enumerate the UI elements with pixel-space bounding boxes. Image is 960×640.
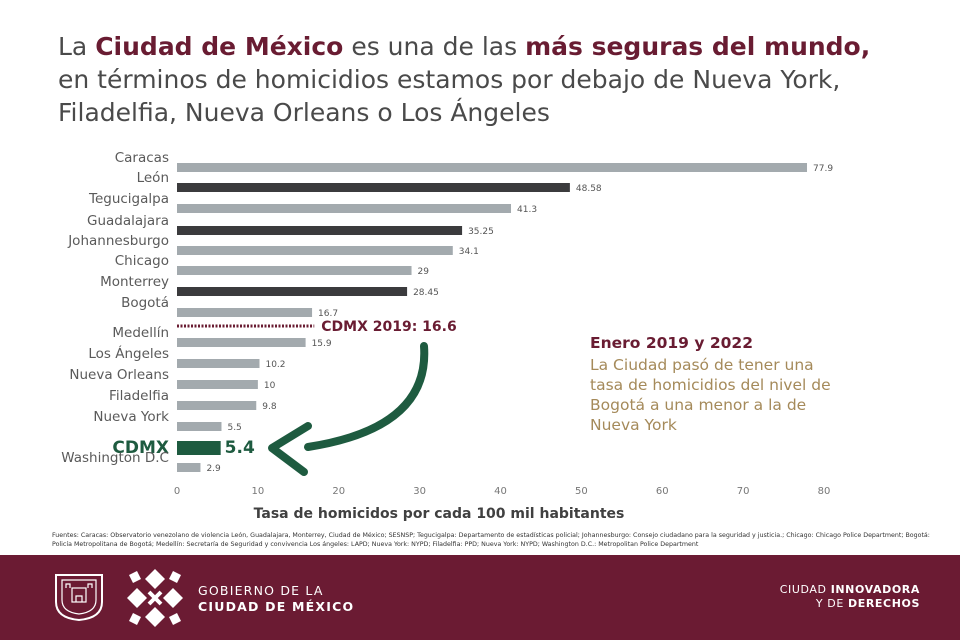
category-label: CDMX bbox=[112, 438, 169, 458]
title-bold-city: Ciudad de México bbox=[95, 32, 344, 61]
x-tick-label: 0 bbox=[174, 486, 180, 497]
gov-line-2: CIUDAD DE MÉXICO bbox=[198, 599, 355, 614]
value-label: 77.9 bbox=[813, 164, 833, 174]
title-text-2: es una de las bbox=[343, 32, 526, 61]
category-label: Guadalajara bbox=[87, 213, 169, 229]
value-label: 34.1 bbox=[459, 247, 479, 257]
x-tick-label: 70 bbox=[737, 486, 750, 497]
reference-line-label: CDMX 2019: 16.6 bbox=[321, 319, 456, 335]
cdmx-emblem-icon bbox=[127, 569, 183, 627]
annotation-title: Enero 2019 y 2022 bbox=[590, 334, 753, 352]
category-label: Los Ángeles bbox=[88, 345, 169, 362]
category-label: Nueva Orleans bbox=[69, 367, 169, 383]
annotation-body: La Ciudad pasó de tener una tasa de homi… bbox=[590, 355, 890, 435]
bar bbox=[177, 226, 463, 235]
value-label: 48.58 bbox=[576, 184, 602, 194]
annotation-line: tasa de homicidios del nivel de bbox=[590, 376, 831, 394]
x-tick-label: 80 bbox=[818, 486, 831, 497]
slogan-bold-1: INNOVADORA bbox=[830, 583, 920, 596]
category-label: León bbox=[137, 170, 169, 186]
footer-bar: GOBIERNO DE LA CIUDAD DE MÉXICO CIUDAD I… bbox=[0, 555, 960, 640]
x-tick-label: 50 bbox=[575, 486, 588, 497]
government-name: GOBIERNO DE LA CIUDAD DE MÉXICO bbox=[198, 583, 354, 615]
x-tick-label: 20 bbox=[332, 486, 345, 497]
homicide-rate-chart: Caracas 77.9 León 48.58 Tegucigalpa 41.3 Guada… bbox=[61, 150, 833, 522]
bar bbox=[177, 338, 306, 347]
category-label: Bogotá bbox=[121, 295, 169, 311]
bar bbox=[177, 266, 412, 275]
annotation-line: Nueva York bbox=[590, 416, 677, 434]
slogan-regular-2: Y DE bbox=[815, 597, 849, 610]
annotation-box: Enero 2019 y 2022 La Ciudad pasó de tene… bbox=[590, 333, 890, 435]
slogan-regular-1: CIUDAD bbox=[779, 583, 831, 596]
value-label: 5.4 bbox=[225, 438, 255, 458]
category-label: Monterrey bbox=[100, 274, 169, 290]
category-label: Tegucigalpa bbox=[88, 191, 169, 207]
bar bbox=[177, 287, 408, 296]
bar bbox=[177, 204, 512, 213]
slogan-bold-2: DERECHOS bbox=[848, 597, 920, 610]
x-tick-label: 30 bbox=[413, 486, 426, 497]
value-label: 2.9 bbox=[206, 464, 221, 474]
category-label: Johannesburgo bbox=[67, 233, 169, 249]
arrow-head-icon bbox=[268, 422, 312, 476]
category-label: Washington D.C bbox=[61, 450, 169, 466]
page-title: La Ciudad de México es una de las más se… bbox=[58, 30, 938, 129]
title-line-3: Filadelfia, Nueva Orleans o Los Ángeles bbox=[58, 98, 550, 127]
bar bbox=[177, 422, 222, 431]
x-tick-label: 40 bbox=[494, 486, 507, 497]
bar bbox=[177, 401, 257, 410]
title-text-1: La bbox=[58, 32, 96, 61]
value-label: 9.8 bbox=[262, 402, 277, 412]
value-label: 10.2 bbox=[265, 360, 285, 370]
bar bbox=[177, 441, 221, 455]
coat-of-arms-icon bbox=[55, 574, 103, 622]
category-label: Filadelfia bbox=[109, 388, 169, 404]
value-label: 29 bbox=[418, 267, 430, 277]
value-label: 28.45 bbox=[413, 288, 439, 298]
arrow-curve bbox=[304, 342, 429, 451]
slogan: CIUDAD INNOVADORA Y DE DERECHOS bbox=[780, 583, 920, 611]
gov-line-1: GOBIERNO DE LA bbox=[198, 583, 324, 598]
category-label: Nueva York bbox=[93, 409, 169, 425]
value-label: 41.3 bbox=[517, 205, 537, 215]
x-axis-label: Tasa de homicidos por cada 100 mil habit… bbox=[254, 506, 625, 522]
bar bbox=[177, 463, 201, 472]
title-bold-safest: más seguras del mundo, bbox=[525, 32, 871, 61]
title-line-2: en términos de homicidios estamos por de… bbox=[58, 65, 841, 94]
category-label: Medellín bbox=[112, 325, 169, 341]
bar bbox=[177, 163, 808, 172]
bar bbox=[177, 183, 570, 192]
bar bbox=[177, 359, 260, 368]
bar bbox=[177, 380, 258, 389]
value-label: 5.5 bbox=[227, 423, 241, 433]
bar bbox=[177, 308, 313, 317]
annotation-line: Bogotá a una menor a la de bbox=[590, 396, 807, 414]
category-label: Chicago bbox=[115, 253, 169, 269]
value-label: 10 bbox=[264, 381, 276, 391]
bar bbox=[177, 246, 453, 255]
value-label: 35.25 bbox=[468, 227, 494, 237]
value-label: 15.9 bbox=[312, 339, 332, 349]
annotation-line: La Ciudad pasó de tener una bbox=[590, 356, 814, 374]
category-label: Caracas bbox=[115, 150, 169, 166]
sources-note: Fuentes: Caracas: Observatorio venezolan… bbox=[52, 532, 930, 548]
x-tick-label: 60 bbox=[656, 486, 669, 497]
value-label: 16.7 bbox=[318, 309, 338, 319]
x-tick-label: 10 bbox=[252, 486, 265, 497]
